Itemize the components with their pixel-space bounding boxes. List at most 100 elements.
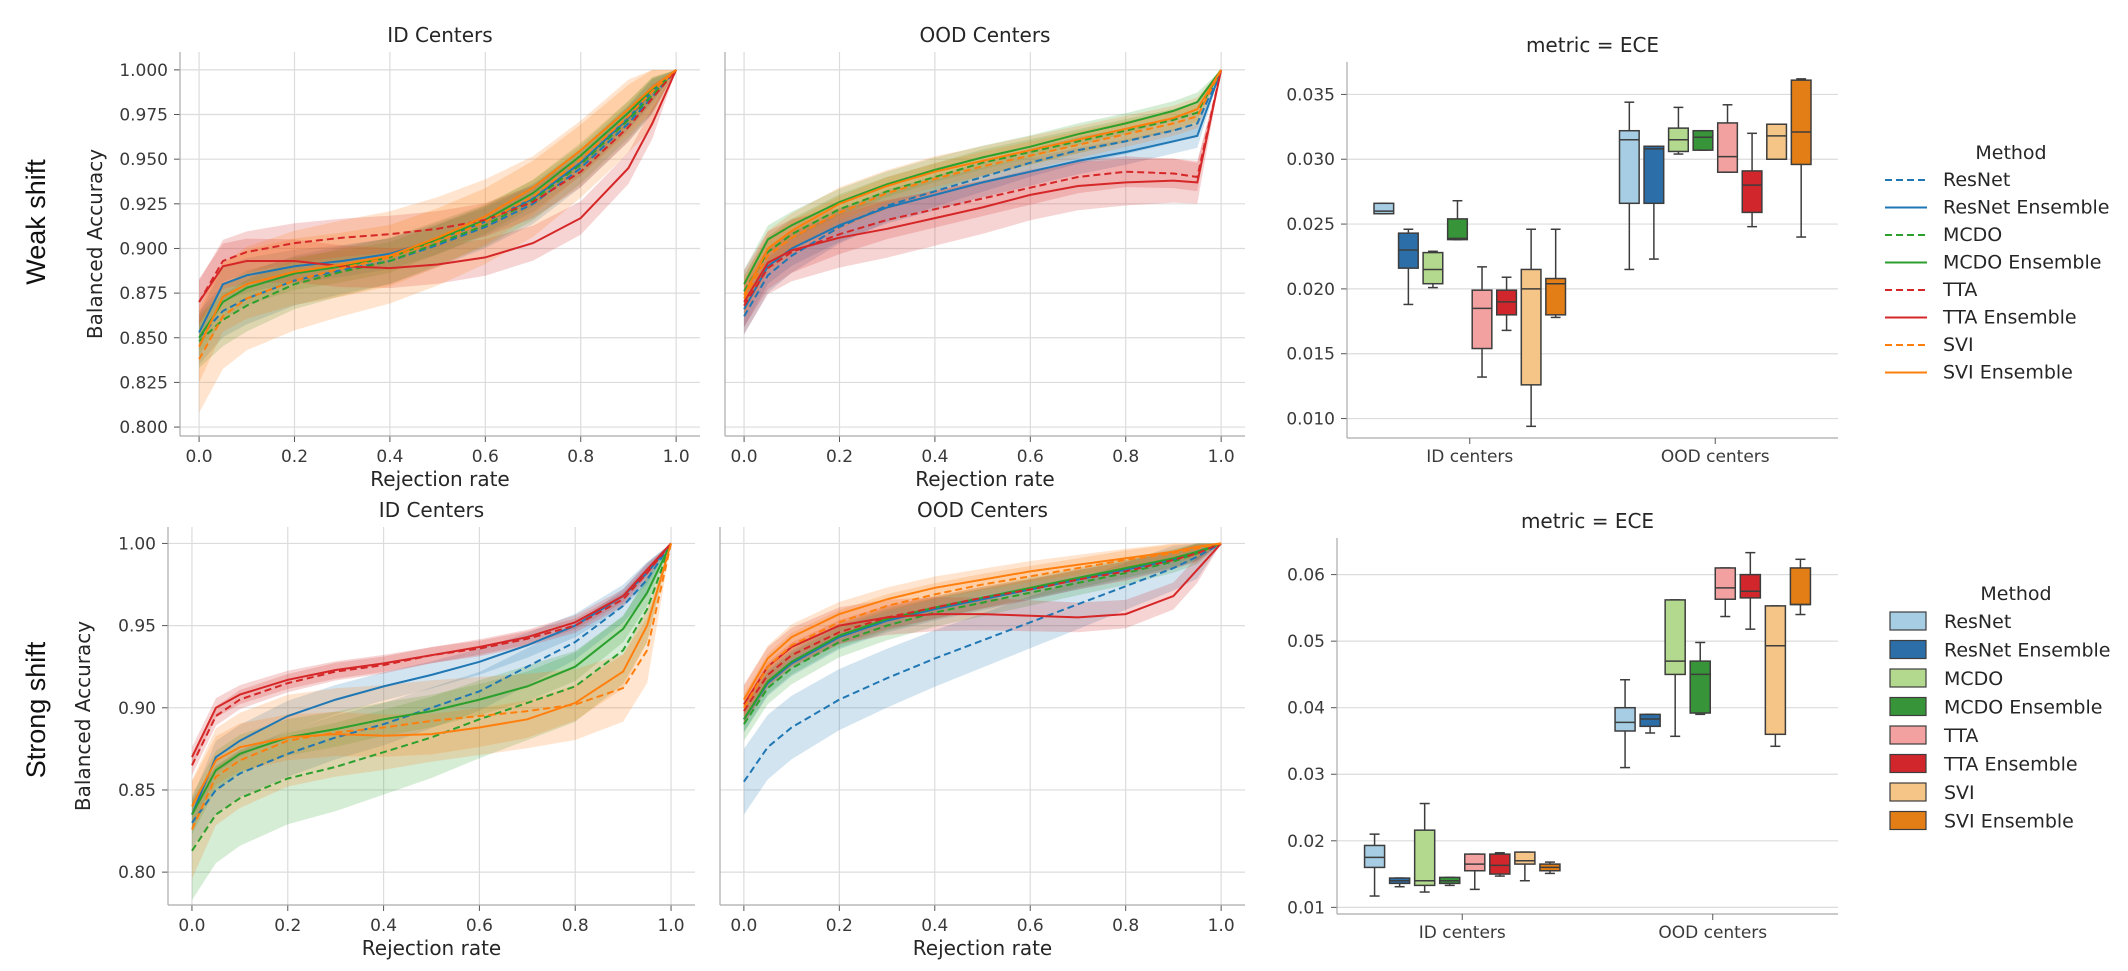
confidence-band-mcdo: [192, 543, 671, 901]
category-label: ID centers: [1426, 447, 1513, 467]
x-axis-label: Rejection rate: [915, 467, 1054, 491]
tick-label-y: 0.035: [1286, 85, 1335, 105]
legend-swatch: [1889, 753, 1927, 774]
legend-item-tta-ensemble: TTA Ensemble: [1889, 753, 2078, 776]
legend-0: Method ResNet ResNet Ensemble MCDO MCDO Ense…: [1885, 142, 2110, 384]
box-iqr: [1373, 202, 1395, 215]
legend-item-resnet: ResNet: [1889, 611, 2011, 633]
tick-label-x: 0.8: [567, 447, 594, 467]
legend-swatch: [1889, 696, 1927, 717]
panel-5: metric = ECE 0.01 0.02 0.03 0.04 0.05 0.06 ID c…: [1287, 509, 1838, 943]
series-line-mcdo: [743, 69, 1222, 292]
panels: ID Centers 0.0 0.2 0.4 0.6 0.8 1.0 0.800 0.825 0.…: [71, 23, 1838, 960]
legend-label: TTA Ensemble: [1943, 754, 2078, 776]
confidence-band-mcdo-ensemble: [199, 69, 677, 356]
confidence-band-resnet: [199, 69, 677, 365]
legend-1: Method ResNet ResNet Ensemble MCDO MCDO Ense…: [1889, 583, 2111, 833]
tick-label-y: 0.02: [1287, 832, 1325, 852]
box-iqr: [1764, 605, 1787, 736]
series-line-resnet: [743, 542, 1222, 783]
legend-item-mcdo: MCDO: [1889, 668, 2003, 690]
legend-swatch: [1889, 810, 1927, 831]
confidence-band-mcdo: [743, 543, 1222, 741]
boxplot-mcdo-ensemble: [1692, 129, 1714, 151]
tick-label-x: 1.0: [663, 447, 690, 467]
tick-label-x: 0.0: [186, 447, 213, 467]
legend-label: ResNet: [1944, 611, 2011, 633]
tick-label-y: 0.020: [1286, 280, 1335, 300]
tick-label-x: 0.8: [1112, 916, 1139, 936]
tick-label-y: 0.90: [118, 699, 156, 719]
box-iqr: [1545, 277, 1567, 316]
tick-label-y: 0.850: [119, 329, 168, 349]
series-line-svi-ensemble: [198, 69, 677, 348]
tick-label-x: 0.4: [921, 447, 948, 467]
confidence-band-resnet: [192, 543, 671, 848]
row-label-strong: Strong shift: [21, 641, 51, 778]
series-line-svi: [743, 542, 1222, 709]
legend-label: MCDO Ensemble: [1943, 252, 2101, 274]
confidence-band-svi-ensemble: [744, 69, 1222, 313]
legend-item-resnet-ensemble: ResNet Ensemble: [1885, 197, 2110, 219]
tick-label-y: 0.85: [118, 781, 156, 801]
tick-label-y: 0.925: [119, 195, 168, 215]
tick-label-x: 0.2: [274, 916, 301, 936]
panel-title: metric = ECE: [1521, 509, 1654, 533]
confidence-band-svi-ensemble: [192, 543, 671, 831]
boxplot-mcdo-ensemble: [1438, 876, 1461, 887]
tick-label-y: 0.01: [1287, 898, 1325, 918]
boxplot-tta-ensemble: [1496, 276, 1518, 332]
boxplot-svi: [1766, 123, 1788, 160]
series-line-resnet: [743, 69, 1223, 317]
boxplot-tta-ensemble: [1489, 852, 1511, 877]
series-line-mcdo: [198, 69, 677, 343]
series-line-resnet-ensemble: [743, 542, 1222, 720]
confidence-band-tta: [744, 69, 1222, 328]
tick-label-y: 0.950: [119, 150, 168, 170]
box-iqr: [1741, 170, 1763, 214]
boxplot-resnet-ensemble: [1639, 713, 1661, 734]
legend-label: SVI: [1943, 334, 1974, 356]
tick-label-y: 0.900: [119, 239, 168, 259]
box-iqr: [1739, 573, 1762, 599]
box-iqr: [1789, 567, 1812, 606]
tick-label-y: 0.825: [119, 373, 168, 393]
legend-item-tta: TTA: [1889, 725, 1978, 747]
tick-label-y: 1.000: [119, 61, 168, 81]
boxplot-tta: [1471, 266, 1493, 378]
box-iqr: [1464, 853, 1486, 872]
box-iqr: [1520, 268, 1542, 386]
boxplot-mcdo: [1413, 802, 1436, 893]
box-iqr: [1489, 853, 1511, 875]
box-iqr: [1639, 713, 1661, 728]
category-label: ID centers: [1419, 923, 1506, 943]
legend-item-resnet-ensemble: ResNet Ensemble: [1889, 640, 2111, 662]
tick-label-x: 0.2: [826, 447, 853, 467]
legend-item-resnet: ResNet: [1885, 169, 2010, 191]
panel-title: metric = ECE: [1526, 33, 1659, 57]
panel-title: OOD Centers: [920, 23, 1051, 47]
series-line-svi-ensemble: [191, 543, 672, 807]
box-iqr: [1618, 129, 1640, 205]
box-iqr: [1446, 218, 1469, 241]
legend-item-mcdo-ensemble: MCDO Ensemble: [1889, 696, 2102, 719]
series-line-tta: [198, 69, 677, 303]
tick-label-y: 0.05: [1287, 632, 1325, 652]
confidence-band-tta-ensemble: [743, 543, 1222, 725]
confidence-band-resnet-ensemble: [192, 543, 671, 831]
legends: Method ResNet ResNet Ensemble MCDO MCDO Ense…: [1885, 142, 2111, 833]
confidence-band-tta: [192, 543, 671, 776]
legend-item-svi-ensemble: SVI Ensemble: [1885, 362, 2073, 384]
boxplot-svi-ensemble: [1790, 78, 1812, 238]
box-iqr: [1422, 251, 1444, 285]
boxplot-tta-ensemble: [1739, 551, 1762, 630]
series-line-resnet: [191, 542, 672, 824]
tick-label-y: 0.800: [119, 418, 168, 438]
tick-label-y: 0.010: [1286, 410, 1335, 430]
legend-label: TTA Ensemble: [1942, 307, 2077, 329]
tick-label-x: 0.6: [1017, 447, 1044, 467]
tick-label-x: 0.2: [281, 447, 308, 467]
boxplot-mcdo-ensemble: [1446, 199, 1469, 241]
confidence-band-mcdo-ensemble: [744, 69, 1222, 299]
